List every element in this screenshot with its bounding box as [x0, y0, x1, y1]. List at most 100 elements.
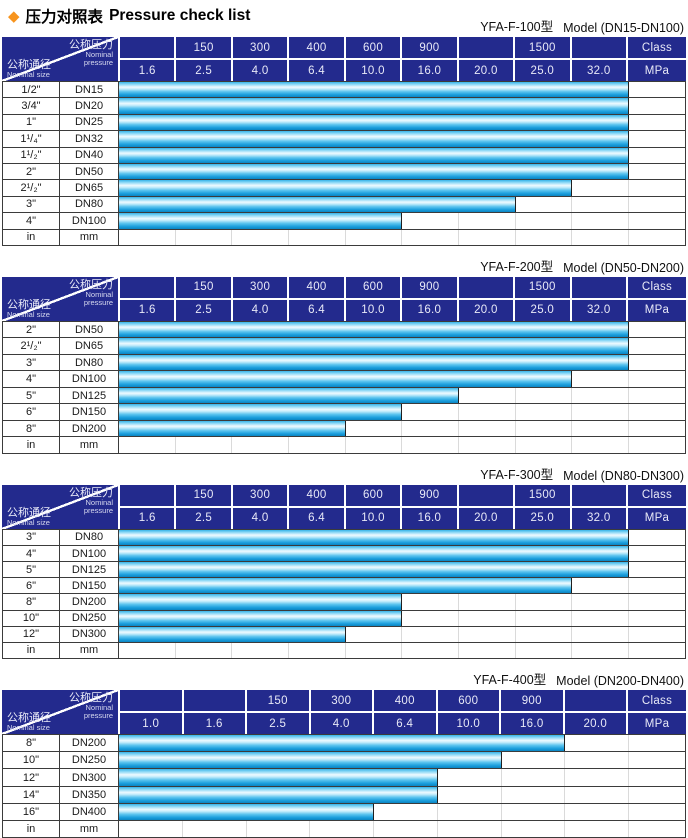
nominal-pressure-label: 公称压力 Nominal pressure [69, 692, 113, 720]
mpa-value-cell: 1.6 [120, 60, 175, 81]
column-gridline [514, 626, 516, 642]
column-gridline [571, 642, 573, 659]
class-value-cell: 400 [289, 37, 344, 58]
label-text: 公称通径 [7, 59, 51, 71]
column-gridline [245, 820, 247, 838]
table-row: 3/4" DN20 [3, 98, 685, 115]
bar-track [119, 229, 685, 245]
table-subtitle: YFA-F-200型 Model (DN50-DN200) [2, 259, 686, 277]
mpa-value-cell: 10.0 [345, 507, 401, 529]
class-value-cell: 400 [289, 276, 344, 298]
mpa-value-cell: 10.0 [437, 713, 499, 735]
dn-cell: DN20 [60, 98, 119, 114]
dn-cell: mm [60, 437, 119, 453]
label-text: pressure [83, 58, 113, 67]
mpa-value-cell: 25.0 [515, 507, 570, 529]
mpa-value-cell: 4.0 [232, 507, 288, 529]
table-body: 1/2" DN15 3/4" DN20 1" DN25 1¹/₄" DN32 1¹/₂" DN40… [2, 81, 686, 246]
class-value-cell: 150 [247, 690, 309, 712]
bar-track [119, 820, 685, 838]
table-row: 2¹/₂" DN65 [3, 338, 685, 355]
pressure-bar [119, 578, 573, 594]
nominal-pressure-label: 公称压力 Nominal pressure [69, 279, 113, 307]
pressure-bar [119, 769, 438, 786]
class-value-cell: 1500 [515, 484, 570, 506]
class-value-cell [120, 484, 175, 506]
table-row: 3" DN80 [3, 196, 685, 214]
dn-cell: mm [60, 229, 119, 245]
pressure-bar [119, 82, 629, 98]
dn-cell: DN15 [60, 82, 119, 98]
mpa-value-cell: 32.0 [571, 299, 626, 321]
model-range-label: Model (DN15-DN100) [563, 21, 684, 35]
size-cell: 4" [3, 213, 60, 229]
table-subtitle: YFA-F-100型 Model (DN15-DN100) [2, 19, 686, 37]
column-gridline [344, 642, 346, 659]
bar-track [119, 578, 685, 594]
column-gridline [628, 735, 629, 752]
class-value-cell: 1500 [515, 276, 570, 298]
table-header: 公称压力 Nominal pressure 公称通径 Nominal size 150 30… [2, 690, 686, 735]
column-gridline [564, 786, 566, 803]
column-gridline [628, 213, 629, 229]
class-value-cell [564, 690, 626, 712]
class-value-cell [458, 276, 514, 298]
label-text: Nominal size [7, 517, 50, 527]
column-gridline [628, 437, 629, 453]
label-text: pressure [83, 505, 113, 515]
pressure-bar [119, 213, 403, 229]
mpa-unit-cell: MPa [627, 299, 686, 321]
mpa-value-cell: 1.6 [183, 713, 245, 735]
table-row: 4" DN100 [3, 546, 685, 563]
class-value-cell: 600 [345, 276, 401, 298]
bar-track [119, 387, 685, 404]
mpa-value-cell: 10.0 [345, 60, 401, 81]
pressure-bar [119, 786, 438, 803]
label-text: Nominal [85, 289, 113, 299]
label-text: 公称压力 [69, 278, 113, 291]
nominal-size-label: 公称通径 Nominal size [7, 507, 51, 527]
class-value-cell: 150 [176, 276, 231, 298]
mpa-value-cell: 20.0 [458, 60, 514, 81]
column-gridline [231, 437, 233, 453]
bar-track [119, 626, 685, 642]
table-row: 8" DN200 [3, 594, 685, 611]
pressure-bar [119, 180, 573, 196]
pressure-bar [119, 735, 566, 752]
dn-cell: DN25 [60, 114, 119, 131]
label-text: Nominal size [7, 723, 50, 733]
size-cell: 16" [3, 803, 60, 820]
pressure-bar [119, 131, 629, 147]
mpa-value-cell: 10.0 [345, 299, 401, 321]
dn-cell: DN300 [60, 626, 119, 642]
class-value-cell: 600 [345, 484, 401, 506]
column-gridline [514, 437, 516, 453]
class-value-cell [571, 276, 626, 298]
table-row: 12" DN300 [3, 769, 685, 787]
column-gridline [628, 594, 629, 610]
mpa-value-cell: 2.5 [176, 299, 231, 321]
mpa-unit-cell: MPa [627, 60, 686, 81]
column-gridline [628, 180, 629, 196]
size-cell: 5" [3, 387, 60, 404]
pressure-bar [119, 562, 629, 578]
pressure-bar [119, 371, 573, 387]
unit-row: in mm [3, 642, 685, 660]
dn-cell: DN250 [60, 752, 119, 769]
corner-cell: 公称压力 Nominal pressure 公称通径 Nominal size [2, 690, 118, 735]
class-unit-cell: Class [627, 276, 686, 298]
column-gridline [628, 404, 629, 420]
bar-track [119, 562, 685, 578]
dn-cell: DN150 [60, 404, 119, 420]
nominal-pressure-label: 公称压力 Nominal pressure [69, 487, 113, 515]
table-body: 8" DN200 10" DN250 12" DN300 14" DN350 16" DN400 i… [2, 734, 686, 838]
dn-cell: DN80 [60, 529, 119, 546]
dn-cell: DN50 [60, 163, 119, 180]
mpa-value-cell: 16.0 [402, 60, 457, 81]
column-gridline [401, 626, 403, 642]
column-gridline [174, 437, 176, 453]
column-gridline [571, 420, 573, 437]
column-gridline [628, 642, 629, 659]
nominal-size-label: 公称通径 Nominal size [7, 712, 51, 732]
column-gridline [174, 229, 176, 245]
